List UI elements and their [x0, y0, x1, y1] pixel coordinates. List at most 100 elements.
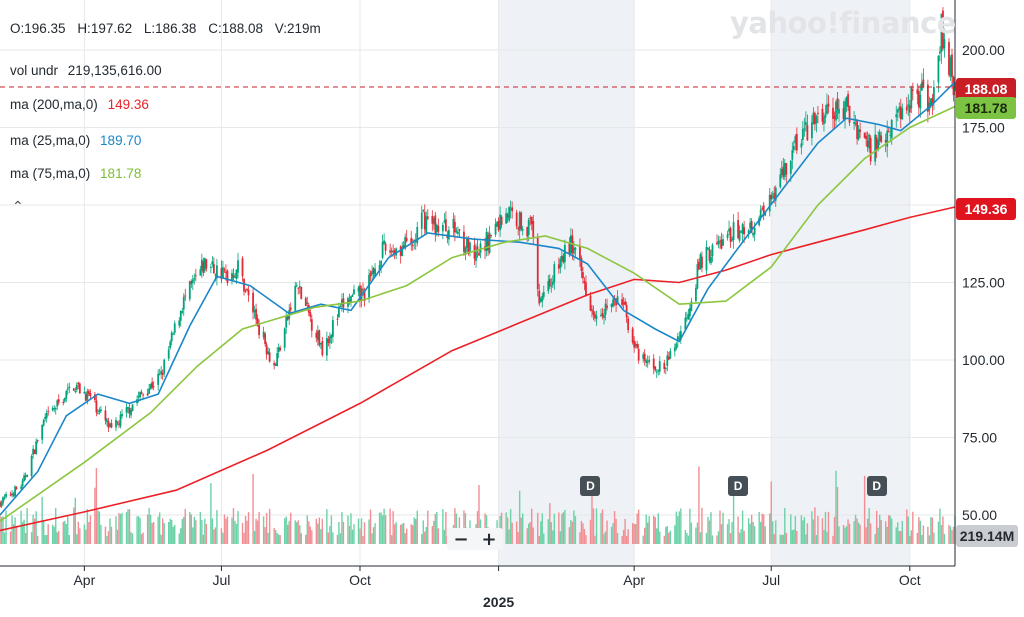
- volume-bar: [922, 525, 925, 544]
- candle-body: [285, 315, 288, 328]
- volume-bar: [564, 509, 566, 544]
- volume-bar: [637, 509, 640, 544]
- candle-body: [0, 502, 3, 507]
- candle-body: [496, 221, 498, 227]
- candle-body: [698, 261, 700, 270]
- volume-bar: [412, 525, 414, 544]
- volume-bar: [898, 531, 900, 544]
- candle-body: [216, 265, 218, 279]
- candle-body: [209, 267, 212, 269]
- candle-body: [26, 474, 29, 478]
- volume-bar: [877, 527, 879, 544]
- volume-bar: [125, 511, 128, 544]
- volume-bar: [918, 517, 920, 544]
- low-value: L:186.38: [143, 21, 197, 36]
- volume-bar: [737, 516, 739, 544]
- volume-bar: [424, 531, 426, 544]
- candle-body: [532, 221, 535, 237]
- candle-body: [21, 480, 24, 487]
- candle-body: [422, 209, 425, 212]
- candle-body: [722, 239, 724, 246]
- close-value: C:188.08: [208, 21, 263, 36]
- candle-body: [157, 373, 160, 385]
- candle-body: [716, 242, 718, 245]
- candle-body: [30, 456, 33, 477]
- candle-body: [939, 51, 941, 54]
- volume-bar: [130, 532, 132, 544]
- candle-body: [211, 261, 214, 265]
- volume-value: V:219m: [274, 21, 321, 36]
- candle-body: [585, 282, 587, 296]
- legend-collapse-icon[interactable]: ⌃: [12, 198, 24, 214]
- y-tick-label: 200.00: [962, 42, 1005, 58]
- x-tick-label: Apr: [623, 572, 645, 588]
- volume-bar: [663, 535, 665, 544]
- zoom-out-button[interactable]: −: [447, 528, 475, 550]
- candle-body: [899, 106, 902, 120]
- candle-body: [32, 448, 35, 455]
- candle-body: [594, 314, 596, 319]
- candle-body: [737, 220, 739, 238]
- candle-body: [880, 135, 883, 143]
- volume-bar: [824, 511, 827, 544]
- candle-body: [621, 299, 624, 305]
- volume-bar: [550, 522, 553, 544]
- legend-ma200[interactable]: ma (200,ma,0) 149.36: [10, 98, 149, 112]
- dividend-marker[interactable]: D: [580, 476, 601, 496]
- candle-body: [863, 132, 866, 138]
- volume-bar: [707, 517, 709, 544]
- candle-body: [371, 270, 373, 275]
- volume-bar: [847, 519, 849, 544]
- candle-body: [645, 360, 648, 363]
- volume-bar: [433, 520, 435, 544]
- candle-body: [488, 232, 491, 253]
- volume-bar: [65, 523, 67, 544]
- legend-ma75[interactable]: ma (75,ma,0) 181.78: [10, 167, 141, 181]
- volume-bar: [320, 529, 322, 544]
- candle-body: [610, 304, 613, 308]
- volume-bar: [585, 534, 587, 544]
- volume-bar: [579, 532, 581, 544]
- candle-body: [771, 196, 774, 198]
- volume-bar: [680, 508, 682, 544]
- volume-bar: [686, 532, 688, 544]
- candle-body: [420, 212, 423, 229]
- volume-bar: [88, 522, 90, 544]
- volume-bar: [642, 535, 644, 544]
- dividend-marker[interactable]: D: [728, 476, 749, 496]
- volume-bar: [128, 509, 131, 544]
- candle-body: [57, 399, 60, 403]
- candle-body: [319, 342, 322, 344]
- candle-body: [172, 333, 175, 335]
- legend-ma25[interactable]: ma (25,ma,0) 189.70: [10, 134, 141, 148]
- volume-bar: [665, 526, 667, 544]
- candle-body: [569, 235, 572, 255]
- zoom-in-button[interactable]: +: [475, 528, 503, 550]
- candle-body: [527, 219, 530, 236]
- volume-bar: [631, 523, 634, 544]
- volume-bar: [869, 523, 872, 544]
- candle-body: [889, 134, 892, 136]
- volume-bar: [445, 511, 447, 544]
- candle-body: [518, 212, 521, 231]
- volume-bar: [321, 518, 324, 544]
- volume-bar: [95, 468, 98, 544]
- candle-body: [789, 160, 792, 174]
- candle-body: [125, 407, 128, 413]
- candle-body: [795, 133, 798, 151]
- legend-vol[interactable]: vol undr 219,135,616.00: [10, 64, 162, 78]
- volume-bar: [214, 527, 217, 544]
- candle-body: [916, 89, 919, 94]
- dividend-marker[interactable]: D: [866, 476, 887, 496]
- volume-bar: [900, 531, 902, 544]
- volume-bar: [800, 515, 803, 544]
- volume-bar: [812, 519, 815, 544]
- candle-body: [199, 269, 202, 276]
- volume-bar: [853, 521, 855, 544]
- volume-bar: [476, 511, 479, 544]
- volume-bar: [402, 522, 405, 544]
- candle-body: [35, 441, 38, 455]
- candle-body: [247, 289, 250, 296]
- volume-bar: [511, 522, 513, 544]
